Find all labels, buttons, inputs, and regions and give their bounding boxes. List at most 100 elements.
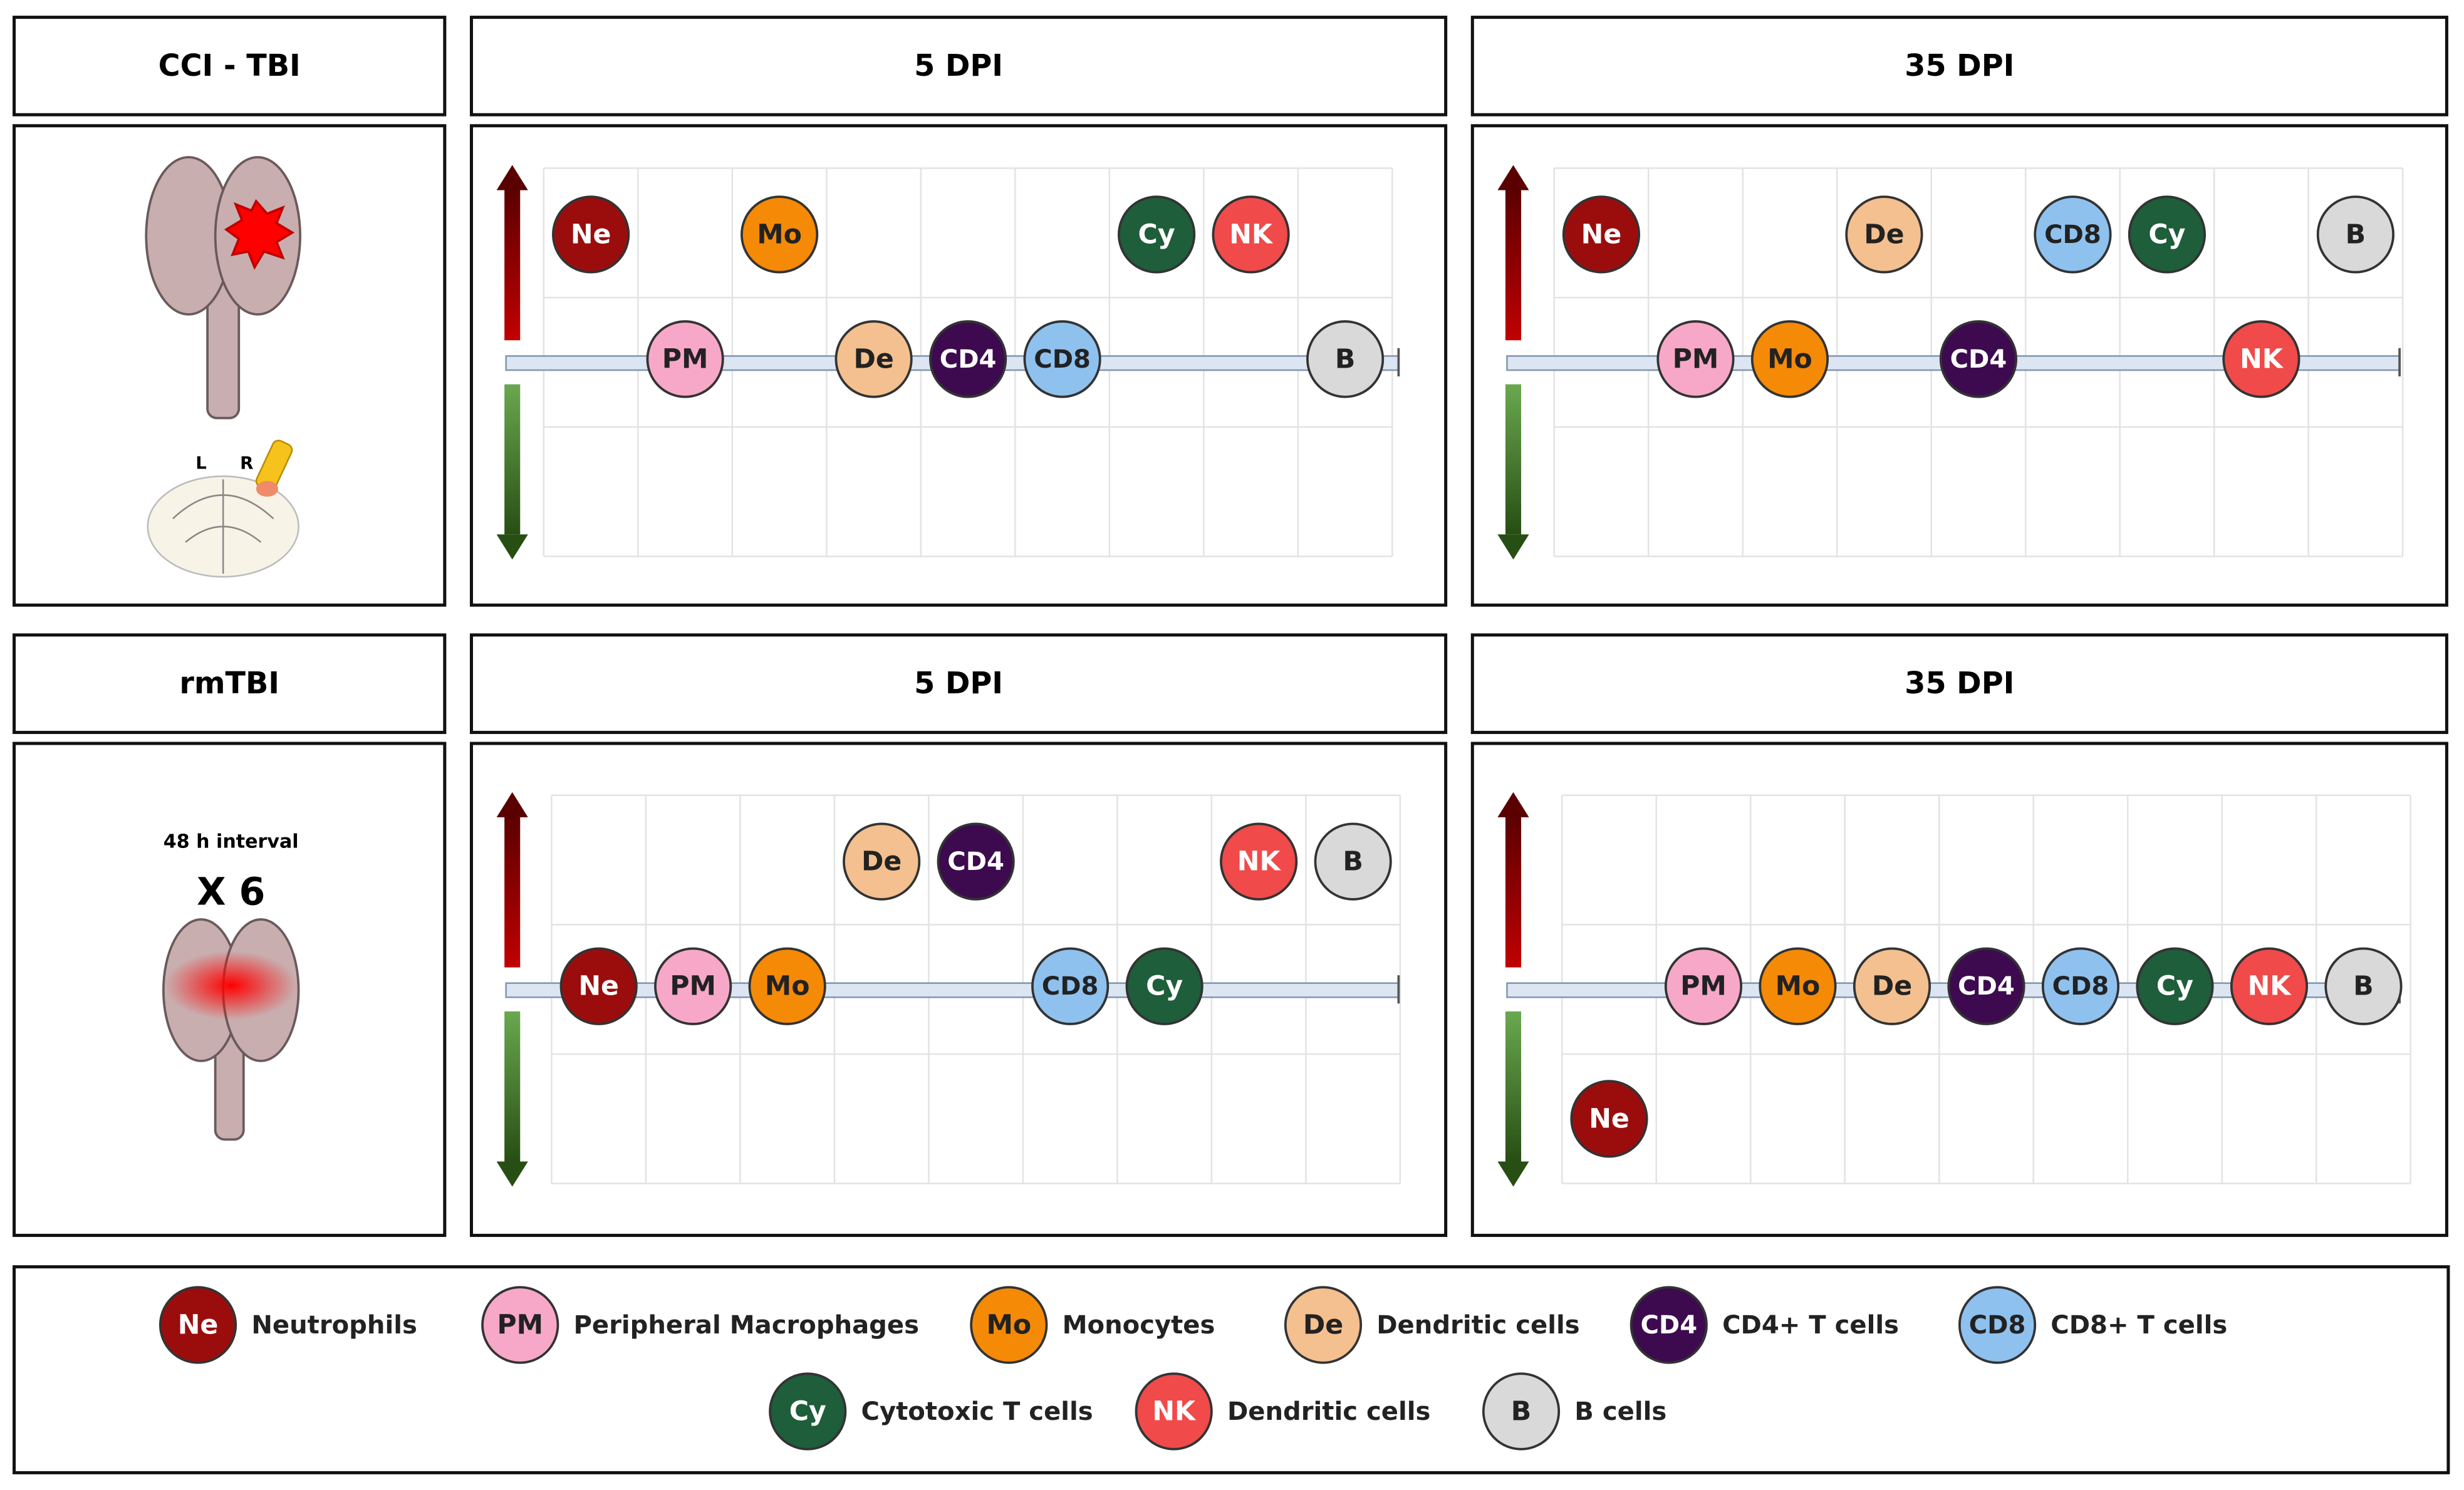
down-arrow-shaft <box>1505 1011 1522 1162</box>
cell-label: CD8 <box>1042 972 1099 1001</box>
cell-label: PM <box>1680 971 1727 1002</box>
legend-swatch <box>1958 1286 2037 1364</box>
cell-label: PM <box>662 343 709 375</box>
cell <box>2034 195 2112 274</box>
cell <box>2128 195 2207 274</box>
cell <box>937 822 1015 901</box>
cell-label: Ne <box>578 971 619 1002</box>
up-arrow-shaft <box>1505 814 1522 968</box>
cell <box>1306 320 1385 398</box>
cell <box>1125 947 1203 1025</box>
cell-label: Ne <box>1581 219 1622 250</box>
legend-swatch <box>1284 1286 1363 1364</box>
cell-label: De <box>1864 219 1904 250</box>
cell <box>559 947 638 1025</box>
legend-name: Peripheral Macrophages <box>574 1311 919 1340</box>
legend-swatch <box>1135 1372 1213 1451</box>
legend: Ne Neutrophils PM Peripheral Macrophages Mo M… <box>159 1286 2227 1451</box>
legend-swatch-label: Mo <box>986 1310 1031 1341</box>
cell <box>1118 195 1196 274</box>
panel-title: 35 DPI <box>1905 49 2014 83</box>
cell-label: Cy <box>1138 219 1175 250</box>
down-arrow-shaft <box>504 1011 521 1162</box>
legend-name: CD4+ T cells <box>1722 1311 1899 1340</box>
interval-label: 48 h interval <box>164 831 299 853</box>
cell-label: Mo <box>765 971 810 1002</box>
legend-swatch-label: Cy <box>789 1396 826 1427</box>
down-arrow-head <box>1497 1161 1529 1187</box>
cell-label: B <box>2353 971 2374 1002</box>
cell-label: De <box>1872 971 1912 1002</box>
cell-label: Cy <box>1146 971 1183 1002</box>
row-label-box <box>13 16 447 116</box>
legend-name: Cytotoxic T cells <box>861 1397 1093 1426</box>
cell-label: NK <box>2248 971 2292 1002</box>
cell <box>654 947 732 1025</box>
cell <box>552 195 630 274</box>
cell-label: Cy <box>2156 971 2193 1002</box>
legend-swatch-label: CD8 <box>1969 1311 2026 1340</box>
cell <box>2230 947 2309 1025</box>
legend-name: CD8+ T cells <box>2051 1311 2227 1340</box>
right-label: R <box>240 452 253 473</box>
cell-label: B <box>1335 343 1356 375</box>
cell <box>2222 320 2300 398</box>
cell <box>1570 1080 1648 1158</box>
legend-name: Monocytes <box>1063 1311 1215 1340</box>
legend-box <box>13 1265 2450 1474</box>
cell <box>1947 947 2025 1025</box>
cell <box>1939 320 2018 398</box>
cell <box>834 320 913 398</box>
cell <box>1212 195 1290 274</box>
cell-label: Mo <box>757 219 802 250</box>
cell <box>1845 195 1923 274</box>
up-arrow-head <box>496 165 528 190</box>
legend-name: Dendritic cells <box>1227 1397 1430 1426</box>
brain-illustration <box>162 918 300 1141</box>
legend-swatch-label: B <box>1511 1396 1532 1427</box>
legend-swatch-label: PM <box>497 1310 543 1341</box>
cell <box>1314 822 1392 901</box>
up-arrow-head <box>1497 792 1529 817</box>
legend-name: Dendritic cells <box>1376 1311 1579 1340</box>
legend-swatch <box>970 1286 1048 1364</box>
panel-header-box <box>1470 633 2448 734</box>
down-arrow-head <box>496 534 528 560</box>
cell <box>1220 822 1298 901</box>
legend-swatch <box>1630 1286 1708 1364</box>
panel-header-box <box>469 633 1448 734</box>
cell-label: CD4 <box>1950 345 2007 374</box>
cell <box>1759 947 1837 1025</box>
row-label-box <box>13 633 447 734</box>
down-arrow-head <box>1497 534 1529 560</box>
cell-label: NK <box>2240 343 2284 375</box>
cell <box>646 320 724 398</box>
cell-label: CD8 <box>1034 345 1091 374</box>
cell-label: CD4 <box>947 847 1004 876</box>
cell-label: PM <box>1673 343 1719 375</box>
legend-swatch-label: Ne <box>178 1310 219 1341</box>
cell <box>1750 320 1829 398</box>
cell-label: CD8 <box>2052 972 2109 1001</box>
down-arrow-shaft <box>1505 384 1522 535</box>
cell <box>2136 947 2214 1025</box>
cell <box>2316 195 2395 274</box>
cell <box>1031 947 1110 1025</box>
legend-swatch <box>1482 1372 1561 1451</box>
panels: 5 DPI Ne Mo Cy NK PM De CD4 CD8 B 35 DPI Ne De CD8 Cy B… <box>469 16 2448 1237</box>
legend-name: B cells <box>1574 1397 1666 1426</box>
row-label: CCI - TBI <box>159 49 301 83</box>
cell-label: B <box>2346 219 2366 250</box>
up-arrow-head <box>1497 165 1529 190</box>
cell-label: CD8 <box>2044 220 2101 249</box>
cell-label: NK <box>1237 846 1282 877</box>
cell-label: De <box>861 846 902 877</box>
legend-swatch <box>769 1372 847 1451</box>
cell-label: B <box>1343 846 1363 877</box>
down-arrow-head <box>496 1161 528 1187</box>
cell-label: CD4 <box>940 345 997 374</box>
repeats-label: X 6 <box>197 870 265 914</box>
cell-label: CD4 <box>1958 972 2015 1001</box>
